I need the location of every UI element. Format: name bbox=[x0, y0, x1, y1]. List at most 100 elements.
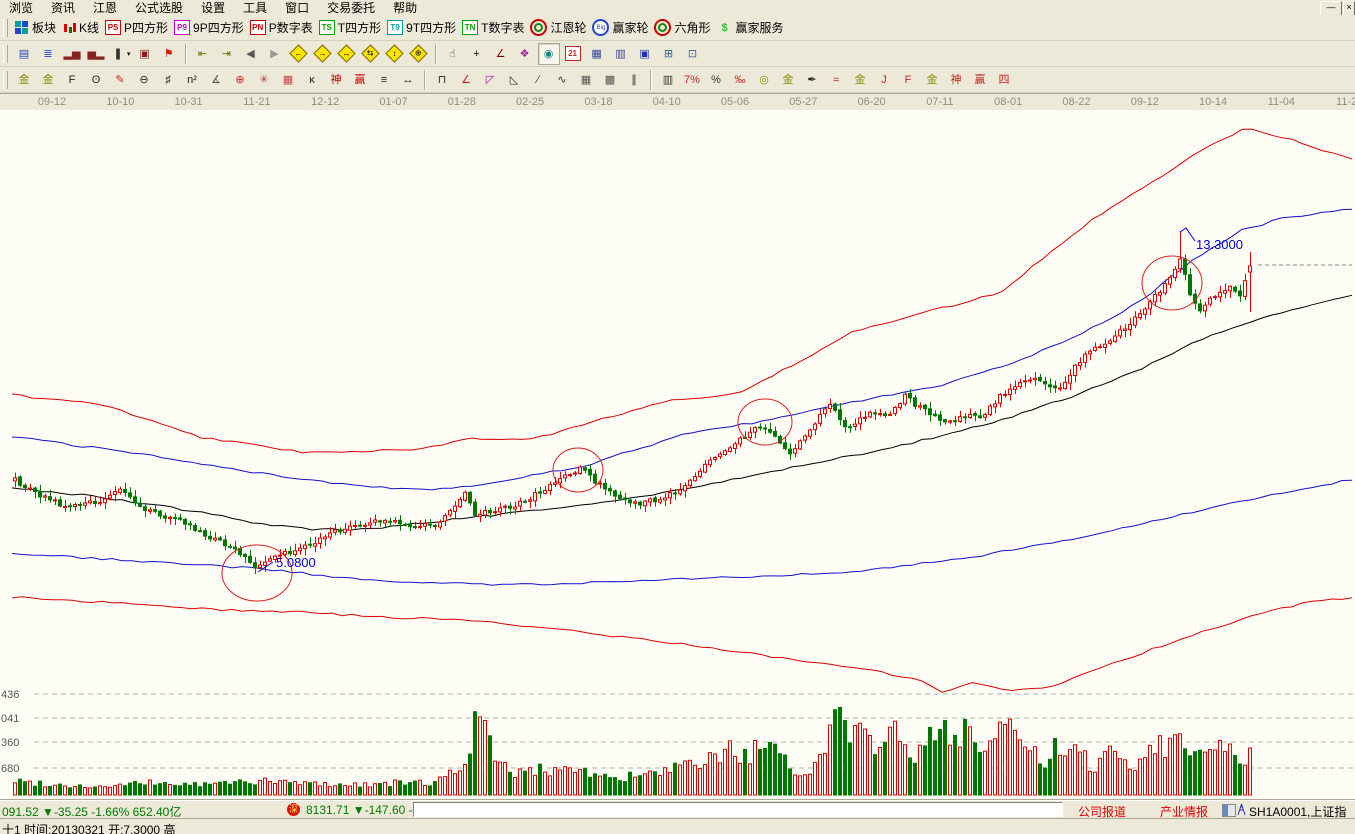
draw-gold-horizontal[interactable]: 金 bbox=[849, 69, 871, 91]
draw-scale-tool[interactable]: ▥ bbox=[657, 69, 679, 91]
chart-area[interactable]: 极反通道 300010 立 Tp=8.1270Up=7.2845Md=6.324… bbox=[0, 110, 1355, 800]
draw-ruler-123[interactable]: ≡ bbox=[373, 69, 395, 91]
draw-k-prime[interactable]: ĸ bbox=[301, 69, 323, 91]
nav-info-list[interactable]: ≣ bbox=[37, 43, 59, 65]
draw-percent[interactable]: % bbox=[705, 69, 727, 91]
toolbar-button-hexagon[interactable]: 六角形 bbox=[654, 19, 711, 36]
draw-percent-7[interactable]: 7% bbox=[681, 69, 703, 91]
draw-gold-ruler-2[interactable]: 金 bbox=[37, 69, 59, 91]
draw-fan-box-purple[interactable]: ◸ bbox=[479, 69, 501, 91]
draw-f-ruler[interactable]: F bbox=[61, 69, 83, 91]
nav-diamond-scroll-left[interactable]: ← bbox=[288, 43, 310, 65]
panel-split-icon[interactable] bbox=[1222, 804, 1236, 817]
draw-spider-web[interactable]: ✳ bbox=[253, 69, 275, 91]
status-edit-box[interactable] bbox=[413, 802, 1063, 817]
toolbar-button-winner-service[interactable]: $ 赢家服务 bbox=[717, 19, 783, 36]
draw-gold-bars[interactable]: 金 bbox=[777, 69, 799, 91]
industry-intel-link[interactable]: 产业情报 bbox=[1160, 805, 1209, 819]
draw-n2-ruler[interactable]: n² bbox=[181, 69, 203, 91]
percent-icon: % bbox=[711, 73, 721, 86]
draw-permille-line[interactable]: ‰ bbox=[729, 69, 751, 91]
draw-width-measure[interactable]: ↔ bbox=[397, 69, 419, 91]
draw-trend-lines[interactable]: ∕ bbox=[527, 69, 549, 91]
menu-item-2[interactable]: 资讯 bbox=[51, 1, 76, 15]
menu-item-9[interactable]: 帮助 bbox=[393, 1, 418, 15]
draw-fan-box[interactable]: ◺ bbox=[503, 69, 525, 91]
nav-save[interactable]: ▣ bbox=[634, 43, 656, 65]
draw-ying-tool[interactable]: 赢 bbox=[349, 69, 371, 91]
menu-item-6[interactable]: 工具 bbox=[243, 1, 268, 15]
draw-grid-coarse[interactable]: ▩ bbox=[599, 69, 621, 91]
nav-skip-to-start[interactable]: ⇤ bbox=[192, 43, 214, 65]
nav-angle-measure-tool[interactable]: ∠ bbox=[490, 43, 512, 65]
draw-j-line[interactable]: J bbox=[873, 69, 895, 91]
draw-wave-red[interactable]: ≈ bbox=[825, 69, 847, 91]
close-button[interactable]: × bbox=[1343, 1, 1355, 16]
nav-hanzi-tool[interactable]: ▣ bbox=[134, 43, 156, 65]
nav-skip-to-end[interactable]: ⇥ bbox=[216, 43, 238, 65]
toolbar-button-9t-square[interactable]: T9 9T四方形 bbox=[387, 19, 456, 36]
toolbar-button-kline[interactable]: K线 bbox=[62, 19, 99, 36]
nav-calculator[interactable]: ▦ bbox=[586, 43, 608, 65]
draw-f-line[interactable]: F bbox=[897, 69, 919, 91]
nav-diamond-h-compress[interactable]: ⇆ bbox=[360, 43, 382, 65]
nav-mini-chart-9[interactable]: ▅▂ bbox=[85, 43, 107, 65]
draw-zigzag-lines[interactable]: ∿ bbox=[551, 69, 573, 91]
toolbar-button-t-number-table[interactable]: TN T数字表 bbox=[462, 19, 524, 36]
menu-item-7[interactable]: 窗口 bbox=[285, 1, 310, 15]
nav-crosshair-tool[interactable]: + bbox=[466, 43, 488, 65]
toolbar-button-p-square[interactable]: PS P四方形 bbox=[105, 19, 168, 36]
toolbar-button-t-square[interactable]: TS T四方形 bbox=[318, 19, 381, 36]
toolbar-button-gann-wheel[interactable]: 江恩轮 bbox=[530, 19, 586, 36]
draw-ying-line[interactable]: 赢 bbox=[969, 69, 991, 91]
menu-item-8[interactable]: 交易委托 bbox=[327, 1, 376, 15]
draw-shen-line[interactable]: 神 bbox=[945, 69, 967, 91]
draw-pencil-tool[interactable]: ✎ bbox=[109, 69, 131, 91]
menu-item-3[interactable]: 江恩 bbox=[93, 1, 118, 15]
draw-compass-circle[interactable]: ⊖ bbox=[133, 69, 155, 91]
company-news-link[interactable]: 公司报道 bbox=[1078, 805, 1127, 819]
menu-item-4[interactable]: 公式选股 bbox=[135, 1, 184, 15]
draw-brush-tool[interactable]: ✒ bbox=[801, 69, 823, 91]
draw-ruler-ticks[interactable]: ♯ bbox=[157, 69, 179, 91]
nav-candle-style[interactable]: ❚ ▾ bbox=[109, 43, 132, 65]
menu-item-1[interactable]: 浏览 bbox=[9, 1, 34, 15]
nav-calendar[interactable]: 21 bbox=[562, 43, 584, 65]
signal-tower-icon bbox=[1237, 803, 1246, 816]
draw-mirror-angle[interactable]: ∡ bbox=[205, 69, 227, 91]
draw-spiral-tool[interactable]: ʘ bbox=[85, 69, 107, 91]
draw-si-line[interactable]: 四 bbox=[993, 69, 1015, 91]
nav-flag-marker[interactable]: ⚑ bbox=[158, 43, 180, 65]
draw-red-grid[interactable]: ▦ bbox=[277, 69, 299, 91]
nav-page-setup[interactable]: ▤ bbox=[13, 43, 35, 65]
draw-parallel-lines[interactable]: ∥ bbox=[623, 69, 645, 91]
toolbar-button-p-number-table[interactable]: PN P数字表 bbox=[249, 19, 313, 36]
draw-fan-lines-red[interactable]: ∠ bbox=[455, 69, 477, 91]
nav-hand-tool[interactable]: ☝ bbox=[442, 43, 464, 65]
toolbar-button-winner-wheel[interactable]: Big 赢家轮 bbox=[592, 19, 648, 36]
nav-remote-pc[interactable]: ⊡ bbox=[682, 43, 704, 65]
toolbar-button-9p-square[interactable]: P9 9P四方形 bbox=[174, 19, 244, 36]
draw-grid-fine[interactable]: ▦ bbox=[575, 69, 597, 91]
nav-wave-tool[interactable]: ◉ bbox=[537, 42, 560, 65]
nav-diamond-v-fit[interactable]: ↕ bbox=[384, 43, 406, 65]
nav-mini-chart-3[interactable]: ▂▅ bbox=[61, 43, 83, 65]
nav-step-forward[interactable]: ▶ bbox=[264, 43, 286, 65]
nav-network-data[interactable]: ⊞ bbox=[658, 43, 680, 65]
nav-diamond-h-expand[interactable]: ↔ bbox=[336, 43, 358, 65]
draw-circle-cross[interactable]: ⊕ bbox=[229, 69, 251, 91]
menu-item-5[interactable]: 设置 bbox=[201, 1, 226, 15]
draw-shen-tool[interactable]: 神 bbox=[325, 69, 347, 91]
minimize-button[interactable]: — bbox=[1320, 1, 1342, 16]
nav-notes[interactable]: ▥ bbox=[610, 43, 632, 65]
toolbar-button-sectors[interactable]: 板块 bbox=[15, 19, 56, 36]
nav-diamond-scroll-right[interactable]: → bbox=[312, 43, 334, 65]
draw-gold-diagonal[interactable]: 金 bbox=[921, 69, 943, 91]
candlestick-chart[interactable]: 436 041 360 680 13.3000 5.0800 bbox=[0, 110, 1355, 800]
draw-gold-circle[interactable]: ◎ bbox=[753, 69, 775, 91]
nav-diamond-fit-all[interactable]: ⊕ bbox=[408, 43, 430, 65]
draw-gold-ruler-1[interactable]: 金 bbox=[13, 69, 35, 91]
nav-step-back[interactable]: ◀ bbox=[240, 43, 262, 65]
nav-gann-shape-tool[interactable]: ❖ bbox=[514, 43, 536, 65]
draw-t-ruler[interactable]: ⊓ bbox=[431, 69, 453, 91]
